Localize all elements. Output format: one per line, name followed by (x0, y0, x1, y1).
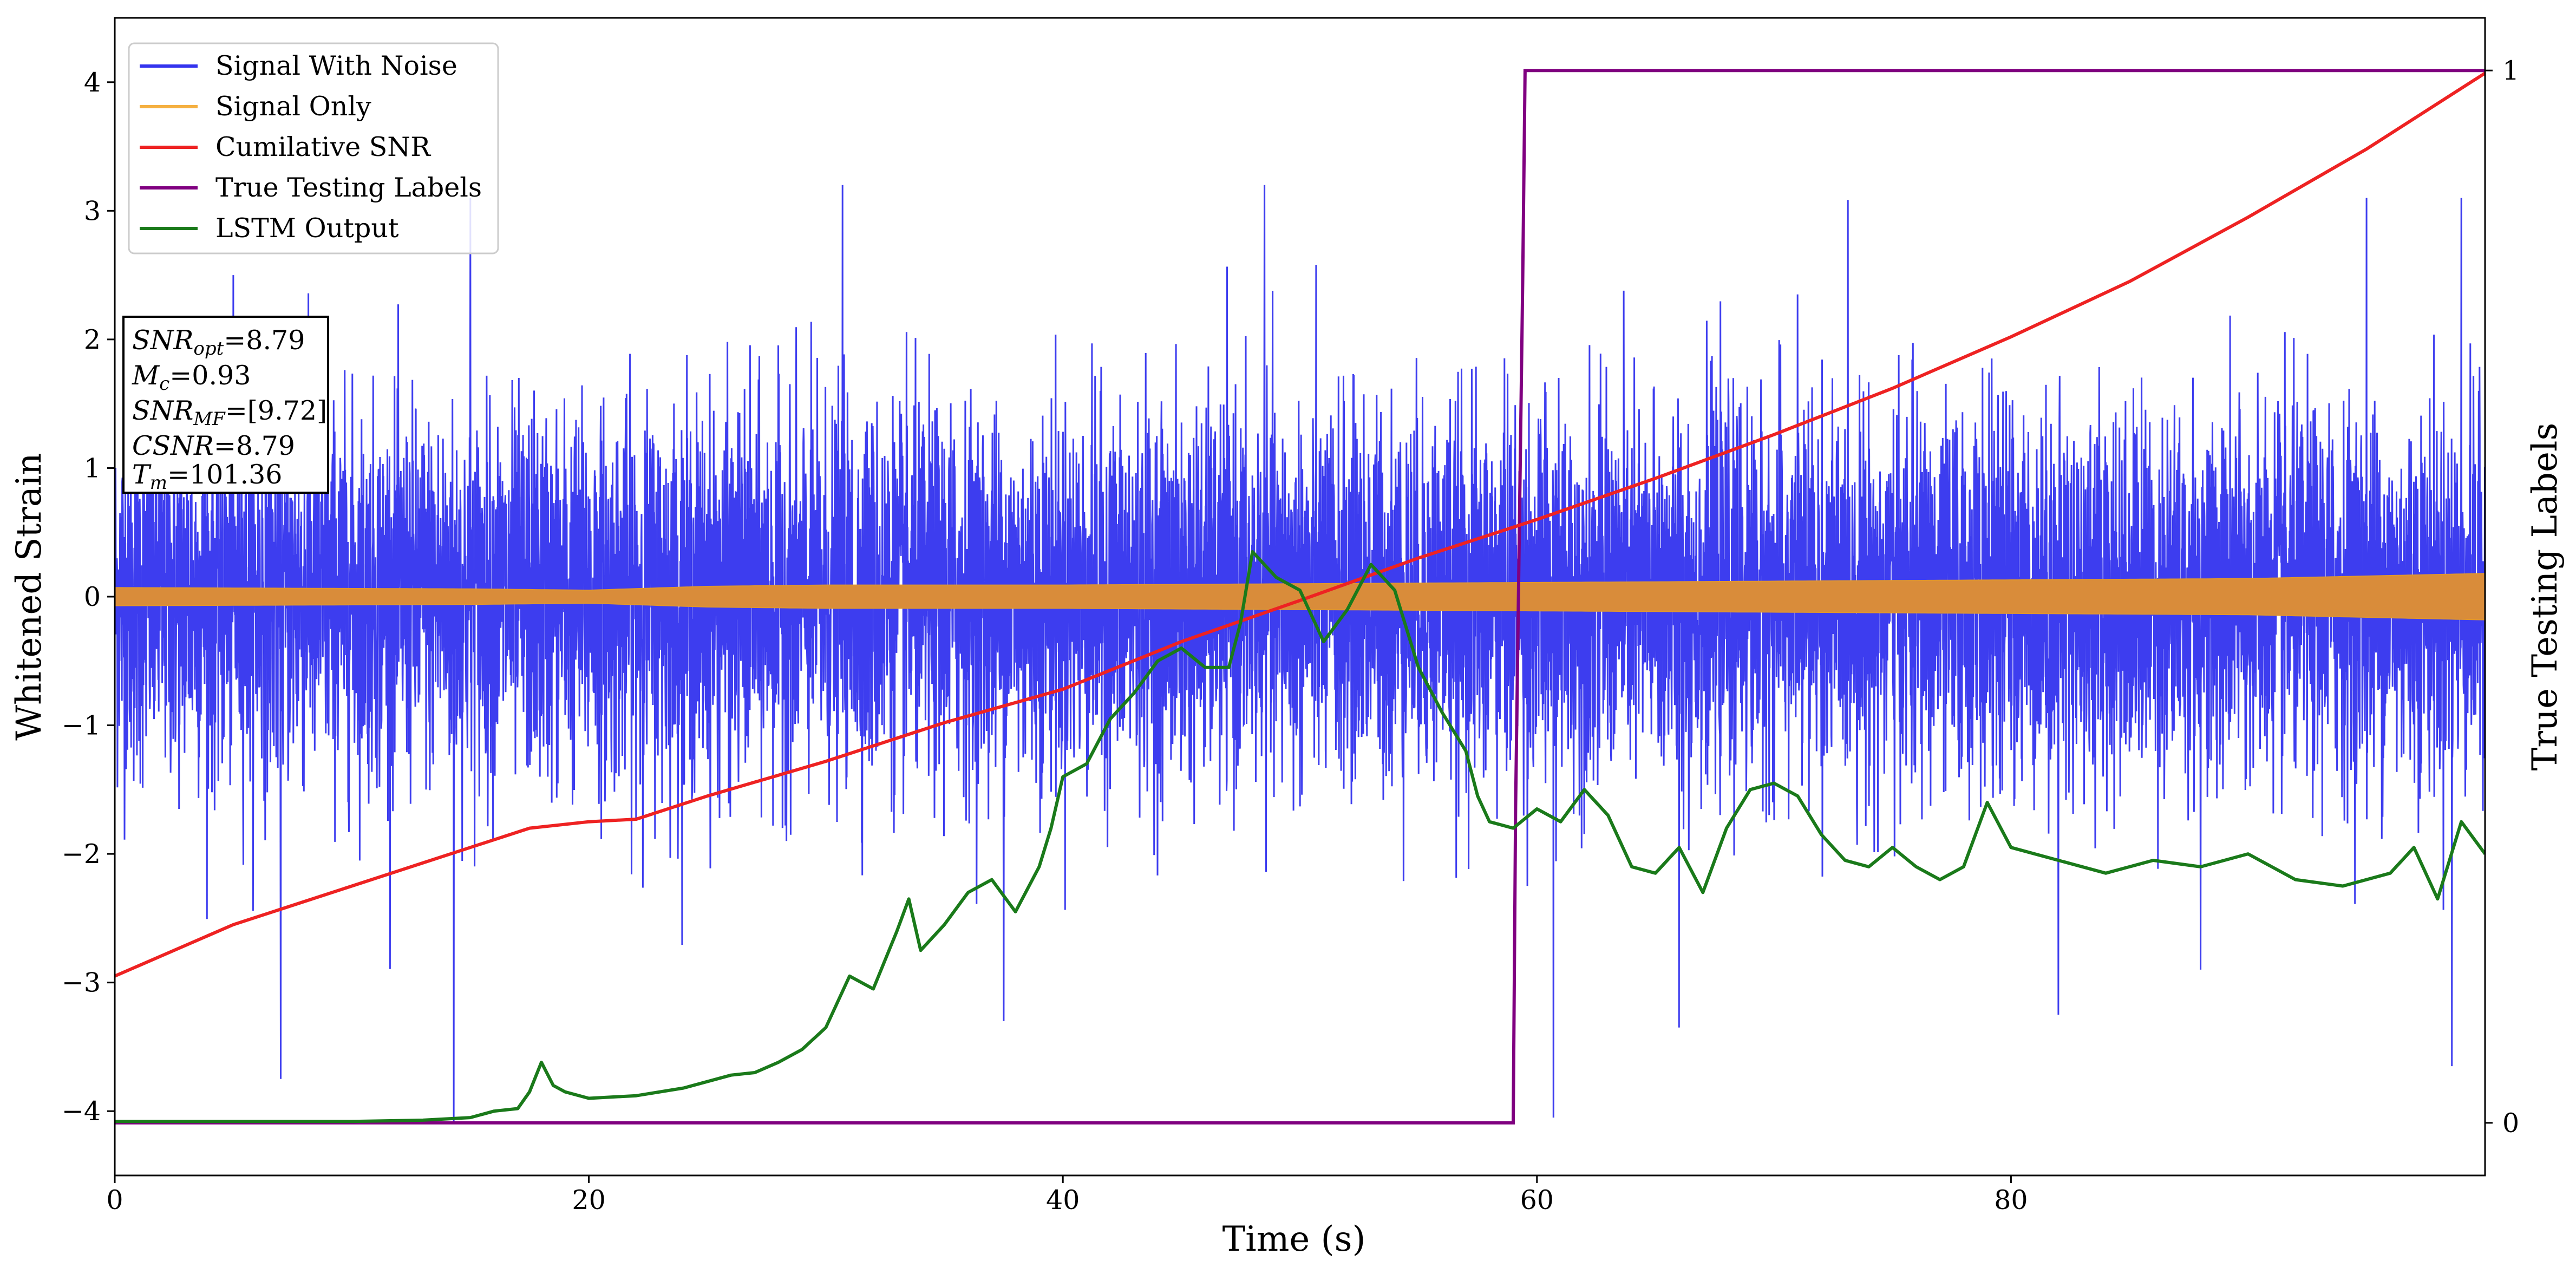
y-axis-title: Whitened Strain (9, 453, 49, 740)
legend-label-signal-with-noise: Signal With Noise (215, 50, 457, 81)
cumilative-snr-series (115, 71, 2485, 978)
info-snr-opt: SNRopt=8.79 (132, 325, 305, 360)
x-tick-label: 80 (1994, 1185, 2028, 1216)
y-tick-label: 1 (84, 453, 101, 484)
legend-label-lstm-output: LSTM Output (215, 213, 399, 244)
y-tick-label: −1 (62, 710, 101, 741)
x-tick-label: 60 (1520, 1185, 1554, 1216)
y-tick-label: −3 (62, 968, 101, 998)
x-tick-label: 20 (572, 1185, 605, 1216)
y-axis-ticks: −4 −3 −2 −1 0 1 2 3 4 (62, 67, 115, 1127)
right-y-tick-label: 0 (2502, 1108, 2519, 1139)
legend-label-cumilative-snr: Cumilative SNR (215, 132, 431, 162)
y-tick-label: 0 (84, 582, 101, 612)
info-tm: Tm=101.36 (132, 459, 282, 494)
x-axis-ticks: 0 20 40 60 80 (106, 1175, 2028, 1216)
y-tick-label: −2 (62, 839, 101, 870)
lstm-output-line (115, 550, 2485, 1123)
right-y-axis-ticks: 01 (2485, 55, 2519, 1139)
info-box-frame (122, 316, 329, 494)
y-tick-label: −4 (62, 1096, 101, 1127)
info-snr-mf: SNRMF=[9.72] (132, 395, 327, 430)
info-box: SNRopt=8.79 Mc=0.93 SNRMF=[9.72] CSNR=8.… (122, 316, 329, 494)
y-tick-label: 4 (84, 67, 101, 98)
info-csnr: CSNR=8.79 (132, 430, 295, 461)
right-y-tick-label: 1 (2502, 55, 2519, 86)
lstm-output-series (115, 550, 2485, 1123)
y-tick-label: 2 (84, 324, 101, 355)
x-axis-title: Time (s) (1222, 1219, 1366, 1259)
x-tick-label: 0 (106, 1185, 123, 1216)
legend-label-true-testing-labels: True Testing Labels (215, 172, 482, 203)
info-mc: Mc=0.93 (132, 360, 251, 395)
legend-box (128, 42, 499, 254)
legend: Signal With Noise Signal Only Cumilative… (128, 42, 499, 254)
true-testing-labels-series (115, 69, 2485, 1125)
plot-area (115, 69, 2485, 1125)
signal-only-band (115, 573, 2485, 620)
legend-label-signal-only: Signal Only (215, 91, 371, 122)
cumilative-snr-line (115, 71, 2485, 978)
x-tick-label: 40 (1046, 1185, 1080, 1216)
right-y-axis-title: True Testing Labels (2525, 423, 2565, 771)
true-testing-labels-line (115, 69, 2485, 1125)
y-tick-label: 3 (84, 195, 101, 226)
signal-only-series (115, 573, 2485, 620)
